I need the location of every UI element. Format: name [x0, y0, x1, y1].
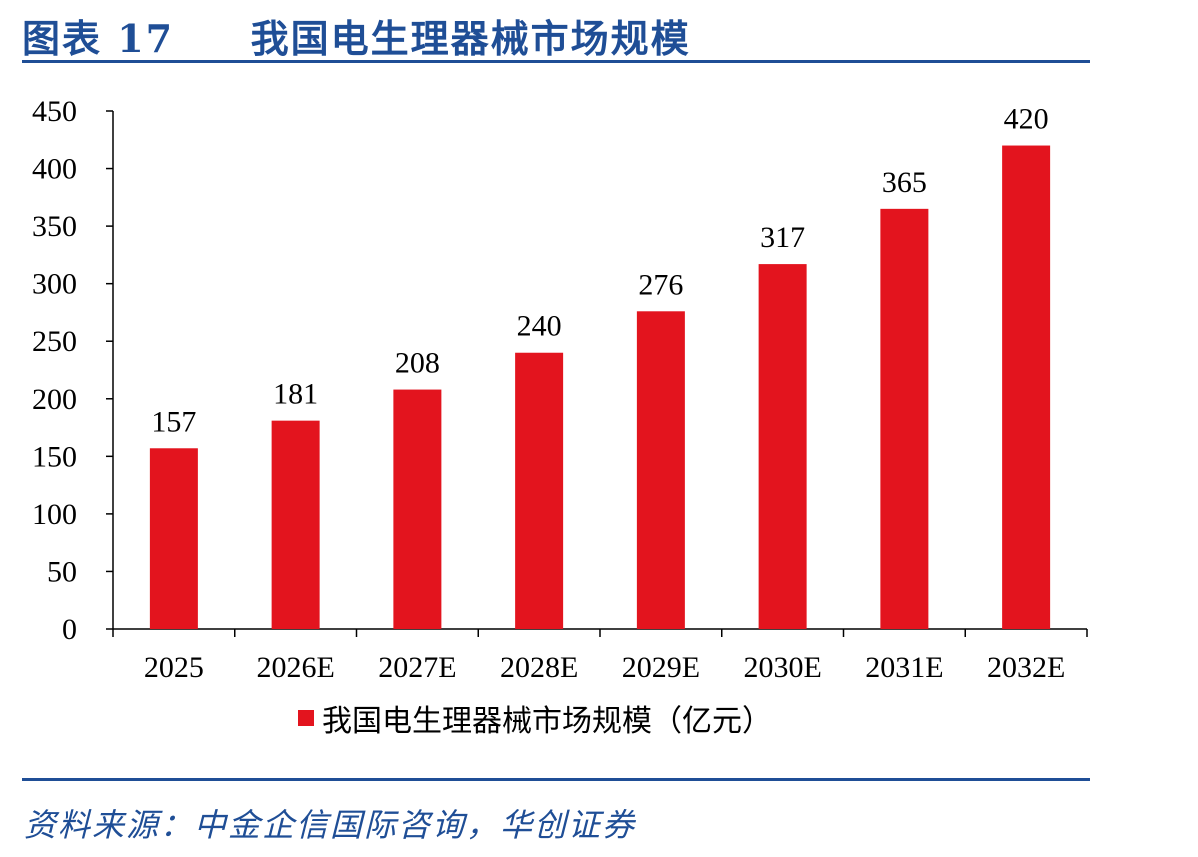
bar [149, 448, 198, 629]
bar [880, 208, 929, 629]
bar [271, 420, 320, 629]
x-tick-label: 2029E [622, 651, 700, 684]
top-rule [22, 60, 1090, 63]
data-label: 365 [882, 166, 927, 199]
data-label: 420 [1004, 103, 1049, 136]
x-tick-label: 2028E [500, 651, 578, 684]
x-tick-label: 2032E [987, 651, 1065, 684]
x-tick-label: 2027E [378, 651, 456, 684]
x-tick-label: 2031E [865, 651, 943, 684]
bottom-rule [22, 778, 1090, 781]
legend: 我国电生理器械市场规模（亿元） [298, 698, 772, 739]
y-tick-label: 0 [62, 613, 77, 646]
y-tick-label: 300 [32, 268, 77, 301]
data-label: 317 [760, 221, 805, 254]
x-tick-label: 2030E [743, 651, 821, 684]
y-tick-label: 100 [32, 498, 77, 531]
data-label: 208 [395, 347, 440, 380]
source-note: 资料来源：中金企信国际咨询，华创证券 [24, 806, 637, 844]
bar [1002, 145, 1051, 630]
x-tick-label: 2026E [256, 651, 334, 684]
bar [393, 389, 442, 629]
figure-label: 图表 17 [22, 16, 175, 61]
data-label: 276 [638, 268, 683, 301]
page-title: 图表 17 我国电生理器械市场规模 [22, 8, 691, 63]
y-tick-label: 150 [32, 440, 77, 473]
legend-label: 我国电生理器械市场规模（亿元） [322, 704, 772, 739]
y-tick-label: 400 [32, 153, 77, 186]
bar [515, 352, 564, 629]
y-tick-label: 50 [47, 555, 77, 588]
y-tick-label: 200 [32, 383, 77, 416]
data-label: 240 [517, 310, 562, 343]
bar [636, 311, 685, 629]
data-label: 157 [151, 405, 196, 438]
bar [758, 264, 807, 629]
y-tick-label: 350 [32, 210, 77, 243]
y-tick-label: 250 [32, 325, 77, 358]
title-bar: 图表 17 我国电生理器械市场规模 [22, 4, 1090, 64]
x-tick-label: 2025 [144, 651, 204, 684]
data-label: 181 [273, 378, 318, 411]
chart-title: 我国电生理器械市场规模 [250, 16, 691, 61]
y-tick-label: 450 [32, 95, 77, 128]
legend-swatch [298, 710, 314, 726]
